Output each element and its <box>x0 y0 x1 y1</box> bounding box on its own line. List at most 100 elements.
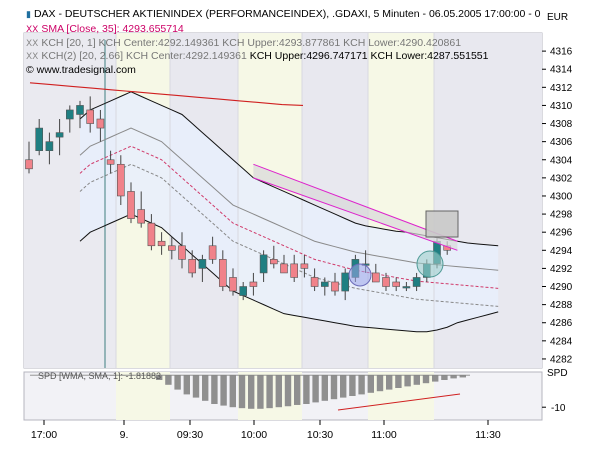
candle-body <box>127 191 135 219</box>
spd-tick-label: -10 <box>551 403 566 414</box>
y-tick-label: 4304 <box>550 155 573 166</box>
candle-body <box>96 118 105 129</box>
watermark: © www.tradesignal.com <box>26 64 136 76</box>
y-tick-label: 4302 <box>550 173 573 184</box>
x-axis: 17:00 9. 09:30 10:00 10:30 11:00 11:30 <box>31 420 501 441</box>
spd-bar <box>165 375 172 385</box>
sma-line <box>29 82 304 106</box>
x-tick-label: 11:30 <box>475 429 501 441</box>
spd-bar <box>358 375 365 395</box>
x-tick-label: 10:30 <box>307 429 333 441</box>
spd-bar <box>303 375 310 404</box>
x-tick-label: 17:00 <box>31 429 57 441</box>
grid-lines <box>115 33 435 368</box>
y-tick-label: 4300 <box>550 191 573 202</box>
spd-bar <box>238 375 246 409</box>
spd-bar <box>367 375 374 393</box>
candle-body <box>147 222 156 247</box>
kch1-marker-icon: ⅩⅩ <box>26 38 39 48</box>
trend-line-lower <box>253 177 458 251</box>
y-tick-label: 4298 <box>550 210 573 221</box>
spd-bar <box>229 375 236 408</box>
candle-body <box>290 263 299 278</box>
x-tick-label: 9. <box>120 429 129 441</box>
trend-line-upper <box>253 163 458 242</box>
candle-body <box>198 259 207 269</box>
spd-bar <box>202 375 209 401</box>
spd-bar <box>330 375 338 400</box>
candle-body <box>178 245 186 260</box>
spd-bar <box>266 375 273 409</box>
y-tick-label: 4314 <box>550 65 573 76</box>
y-tick-label: 4310 <box>550 101 573 112</box>
y-tick-label: 4292 <box>550 264 573 275</box>
candle-body <box>259 254 268 274</box>
drawing-objects[interactable] <box>253 163 459 287</box>
candle-body <box>402 286 411 289</box>
legend-line-title: ▮ DAX - DEUTSCHER AKTIENINDEX (PERFORMANC… <box>26 8 541 20</box>
x-tick-label: 10:00 <box>241 429 267 441</box>
spd-bar <box>459 375 466 378</box>
candle-body <box>86 109 94 124</box>
spd-bar <box>257 375 264 409</box>
series-color-marker: ▮ <box>26 9 31 19</box>
spd-bar <box>192 375 200 398</box>
spd-bar <box>413 375 420 385</box>
candle-body <box>35 127 44 152</box>
x-tick-label: 11:00 <box>371 429 397 441</box>
kch-band-area <box>80 91 499 332</box>
candle-body <box>55 132 64 138</box>
spd-bar <box>450 375 457 379</box>
candle-body <box>157 240 166 247</box>
candle-body <box>331 281 339 292</box>
y-tick-label: 4294 <box>550 246 573 257</box>
spd-bar <box>386 375 393 390</box>
spd-bar <box>220 375 227 406</box>
spd-bar <box>395 375 402 388</box>
candle-body <box>341 272 350 292</box>
spd-bar <box>441 375 448 380</box>
annotation-box <box>425 210 459 238</box>
kch-inner-lower-line <box>79 163 499 307</box>
candle-body <box>219 259 227 287</box>
legend-line-kch1: ⅩⅩ KCH [20, 1] KCH Center:4292.149361 KCH… <box>26 37 462 49</box>
spd-bar <box>248 375 255 409</box>
spd-bar <box>349 375 356 396</box>
spd-bar <box>376 375 384 392</box>
candle-body <box>106 159 115 165</box>
spd-bar <box>312 375 319 403</box>
trend-channel-fill <box>253 164 458 251</box>
candle-body <box>239 286 247 296</box>
candle-body <box>188 259 196 274</box>
kch-outer-lower-line <box>79 213 499 333</box>
candle-body <box>382 277 390 287</box>
x-tick-label: 09:30 <box>177 429 203 441</box>
candle-body <box>269 259 278 265</box>
spd-bar <box>432 375 439 382</box>
y-axis: 4282 4284 4286 4288 4290 4292 4294 4296 4298 4300… <box>542 47 573 365</box>
y-tick-label: 4316 <box>550 47 573 58</box>
annotation-ellipse-teal <box>416 250 444 278</box>
candle-body <box>137 209 145 224</box>
y-tick-label: 4288 <box>550 300 573 311</box>
candle-body <box>320 281 329 287</box>
candle-body <box>117 163 125 197</box>
spd-legend-text: SPD [WMA, SMA, 1]: -1.81883 <box>38 371 162 381</box>
y-tick-label: 4290 <box>550 282 573 293</box>
currency-label: EUR <box>547 12 569 23</box>
annotation-ellipse-blue <box>348 263 372 287</box>
legend-line-kch2: ⅩⅩ KCH(2) [20, 2.66] KCH Center:4292.1493… <box>26 50 489 62</box>
spd-bar <box>275 375 282 408</box>
kch-band-fill <box>80 91 499 332</box>
candle-body <box>25 159 33 170</box>
candle-body <box>208 245 217 260</box>
candle-body <box>249 281 258 287</box>
candle-body <box>371 272 380 283</box>
spd-bar <box>156 375 163 380</box>
candle-body <box>45 141 54 152</box>
candle-body <box>229 277 237 292</box>
legend-line-sma: ⅩⅩ SMA [Close, 35]: 4293.655714 <box>26 23 184 35</box>
spd-bar <box>321 375 328 401</box>
y-tick-label: 4282 <box>550 354 573 365</box>
